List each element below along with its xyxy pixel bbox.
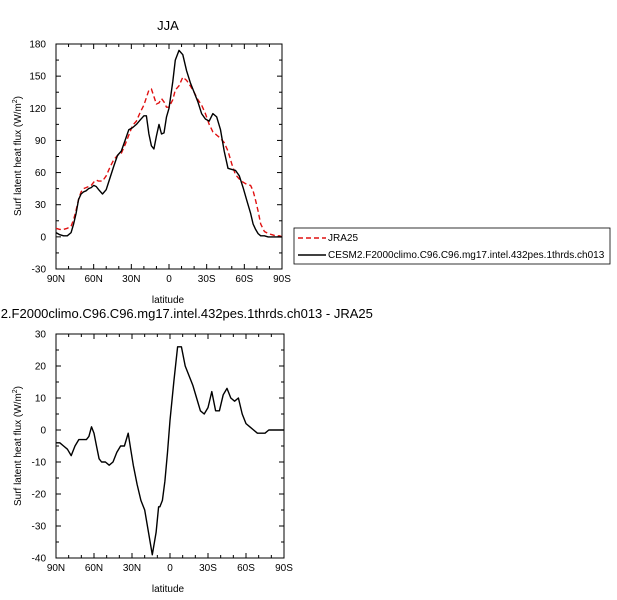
- bottom-y-tick-label: 10: [35, 394, 47, 405]
- top-y-tick-label: 30: [35, 200, 47, 211]
- top-y-axis-label-superscript: 2: [12, 99, 19, 103]
- top-x-tick-label: 60S: [235, 274, 253, 285]
- bottom-y-tick-label: 0: [40, 426, 46, 437]
- bottom-y-axis-label-end: ): [13, 386, 24, 389]
- bottom-y-tick-label: -10: [32, 458, 47, 469]
- bottom-y-axis-label: Surf latent heat flux (W/m2): [12, 386, 24, 506]
- legend-label-jra25: JRA25: [328, 233, 358, 244]
- bottom-y-axis-label-superscript: 2: [12, 389, 19, 393]
- bottom-x-tick-label: 0: [167, 563, 173, 574]
- bottom-y-tick-label: -30: [32, 522, 47, 533]
- top-y-tick-label: 180: [29, 40, 46, 51]
- top-series-line-cesm2: [55, 49, 282, 238]
- bottom-series-line-difference: [56, 346, 284, 556]
- bottom-x-tick-label: 30N: [123, 563, 141, 574]
- bottom-y-tick-label: -20: [32, 490, 47, 501]
- legend-label-cesm2: CESM2.F2000climo.C96.C96.mg17.intel.432p…: [328, 250, 605, 261]
- bottom-y-tick-label: -40: [32, 554, 47, 565]
- top-y-axis-label: Surf latent heat flux (W/m2): [12, 96, 24, 216]
- bottom-chart-title: CESM2.F2000climo.C96.C96.mg17.intel.432p…: [0, 306, 373, 321]
- bottom-y-tick-label: 20: [35, 362, 47, 373]
- top-x-tick-label: 30S: [198, 274, 216, 285]
- bottom-x-tick-label: 90N: [47, 563, 65, 574]
- legend-box: [293, 227, 611, 265]
- top-chart-title: JJA: [157, 18, 179, 33]
- top-x-axis-label: latitude: [152, 295, 185, 306]
- top-x-tick-label: 30N: [122, 274, 140, 285]
- top-series-line-jra25: [55, 76, 283, 238]
- legend: JRA25 CESM2.F2000climo.C96.C96.mg17.inte…: [293, 227, 611, 265]
- top-y-tick-label: 150: [29, 72, 46, 83]
- top-x-tick-label: 90S: [273, 274, 291, 285]
- bottom-chart: CESM2.F2000climo.C96.C96.mg17.intel.432p…: [0, 306, 373, 595]
- top-chart: JJA 90N 60N 30N 0 30S 60S 90S -30 0 30 60 90 120 150…: [12, 18, 291, 306]
- bottom-plot-frame: [55, 333, 285, 559]
- bottom-x-axis-label: latitude: [152, 584, 185, 595]
- bottom-x-tick-label: 90S: [275, 563, 293, 574]
- bottom-x-tick-label: 60N: [85, 563, 103, 574]
- top-x-tick-label: 0: [166, 274, 172, 285]
- top-plot-frame: [55, 43, 283, 270]
- top-y-tick-label: 90: [35, 136, 47, 147]
- top-y-axis-label-end: ): [13, 96, 24, 99]
- top-y-tick-label: 0: [40, 232, 46, 243]
- top-y-axis-label-text: Surf latent heat flux (W/m: [13, 103, 24, 216]
- top-y-tick-label: 60: [35, 168, 47, 179]
- bottom-y-axis-label-text: Surf latent heat flux (W/m: [13, 393, 24, 506]
- top-y-tick-label: -30: [32, 265, 47, 276]
- bottom-y-tick-label: 30: [35, 330, 47, 341]
- top-x-tick-label: 90N: [47, 274, 65, 285]
- top-y-tick-label: 120: [29, 104, 46, 115]
- bottom-x-tick-label: 60S: [237, 563, 255, 574]
- top-x-tick-label: 60N: [84, 274, 102, 285]
- bottom-x-tick-label: 30S: [199, 563, 217, 574]
